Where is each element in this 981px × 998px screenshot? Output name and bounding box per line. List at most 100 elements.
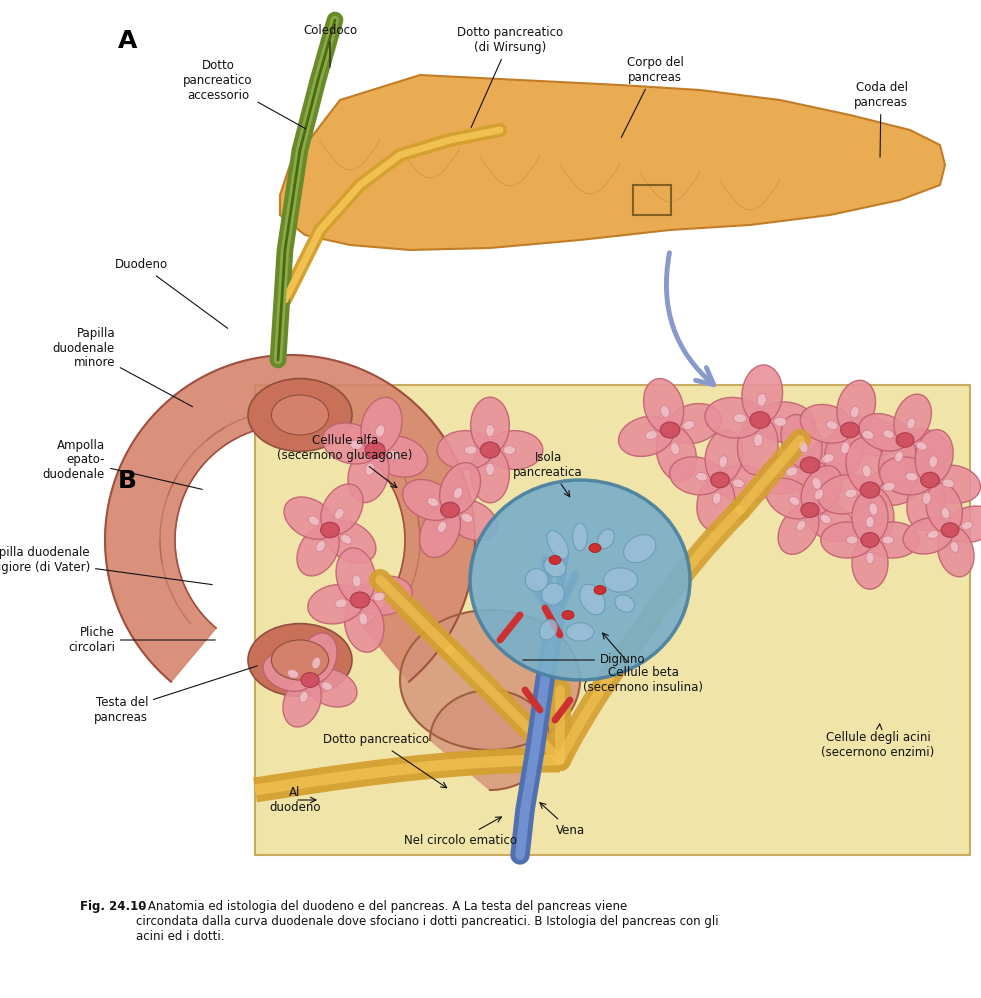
Ellipse shape <box>481 442 499 458</box>
Ellipse shape <box>906 476 945 530</box>
Ellipse shape <box>753 434 763 446</box>
Ellipse shape <box>322 682 333 691</box>
Ellipse shape <box>757 393 766 406</box>
Ellipse shape <box>376 425 385 437</box>
Ellipse shape <box>894 394 931 444</box>
Ellipse shape <box>471 397 509 453</box>
Ellipse shape <box>851 406 859 418</box>
Ellipse shape <box>597 529 614 549</box>
Ellipse shape <box>805 436 860 477</box>
Ellipse shape <box>344 597 384 653</box>
Ellipse shape <box>756 402 815 442</box>
Ellipse shape <box>348 446 389 503</box>
Polygon shape <box>400 610 580 749</box>
Ellipse shape <box>846 438 886 494</box>
Ellipse shape <box>869 503 878 515</box>
Text: Al
duodeno: Al duodeno <box>269 786 321 814</box>
Ellipse shape <box>308 585 364 624</box>
Ellipse shape <box>824 426 863 480</box>
Ellipse shape <box>883 482 896 491</box>
Text: Digiuno: Digiuno <box>523 654 645 667</box>
Ellipse shape <box>316 541 326 552</box>
Ellipse shape <box>906 418 915 429</box>
Ellipse shape <box>486 424 494 437</box>
Ellipse shape <box>321 484 363 535</box>
Ellipse shape <box>882 536 894 544</box>
Ellipse shape <box>710 472 729 488</box>
Ellipse shape <box>301 673 319 688</box>
Ellipse shape <box>845 489 857 498</box>
Ellipse shape <box>821 522 873 558</box>
Ellipse shape <box>929 456 938 467</box>
Ellipse shape <box>765 478 814 519</box>
Ellipse shape <box>603 568 638 592</box>
Ellipse shape <box>837 380 876 434</box>
Ellipse shape <box>272 395 329 435</box>
Ellipse shape <box>644 378 684 434</box>
Text: B: B <box>118 469 137 493</box>
Text: Dotto pancreatico: Dotto pancreatico <box>323 734 446 787</box>
Ellipse shape <box>866 516 874 528</box>
Ellipse shape <box>961 521 972 530</box>
Text: A: A <box>118 29 137 53</box>
Ellipse shape <box>854 486 894 542</box>
Ellipse shape <box>705 429 744 484</box>
Ellipse shape <box>373 592 386 601</box>
Text: Testa del
pancreas: Testa del pancreas <box>94 666 257 724</box>
Ellipse shape <box>297 525 339 576</box>
Ellipse shape <box>922 492 931 504</box>
Ellipse shape <box>818 475 874 514</box>
Ellipse shape <box>883 430 894 438</box>
Ellipse shape <box>905 472 917 481</box>
Ellipse shape <box>566 623 594 641</box>
Ellipse shape <box>716 465 770 503</box>
Ellipse shape <box>920 472 940 488</box>
Ellipse shape <box>826 421 838 429</box>
Ellipse shape <box>951 542 958 553</box>
Ellipse shape <box>734 413 747 423</box>
Ellipse shape <box>942 508 950 519</box>
Ellipse shape <box>542 583 564 605</box>
Ellipse shape <box>916 442 927 450</box>
Ellipse shape <box>941 523 958 537</box>
Ellipse shape <box>562 611 574 620</box>
Ellipse shape <box>326 521 376 563</box>
Text: Pliche
circolari: Pliche circolari <box>68 626 215 654</box>
Ellipse shape <box>615 595 635 612</box>
Ellipse shape <box>340 535 352 544</box>
Ellipse shape <box>248 378 352 451</box>
Ellipse shape <box>866 466 922 505</box>
Ellipse shape <box>852 537 888 589</box>
Ellipse shape <box>470 480 690 680</box>
Ellipse shape <box>867 522 919 558</box>
Ellipse shape <box>800 503 819 517</box>
Text: Coledoco: Coledoco <box>303 24 357 67</box>
Ellipse shape <box>445 500 497 541</box>
Text: Vena: Vena <box>540 802 585 836</box>
Ellipse shape <box>543 557 566 577</box>
Ellipse shape <box>926 483 962 534</box>
Ellipse shape <box>438 521 446 533</box>
Ellipse shape <box>283 677 322 727</box>
Ellipse shape <box>298 633 337 684</box>
Ellipse shape <box>487 431 542 469</box>
Ellipse shape <box>797 520 805 531</box>
Ellipse shape <box>742 365 783 424</box>
Ellipse shape <box>461 513 473 523</box>
Ellipse shape <box>943 479 955 488</box>
Ellipse shape <box>812 477 821 489</box>
Ellipse shape <box>619 416 674 456</box>
Ellipse shape <box>926 465 980 503</box>
Ellipse shape <box>789 496 800 506</box>
Ellipse shape <box>852 491 888 543</box>
Text: Duodeno: Duodeno <box>115 258 228 328</box>
Ellipse shape <box>335 508 344 519</box>
Ellipse shape <box>820 514 831 524</box>
Ellipse shape <box>774 417 787 426</box>
Ellipse shape <box>841 422 859 438</box>
Ellipse shape <box>847 536 857 544</box>
Ellipse shape <box>352 575 361 587</box>
Ellipse shape <box>814 489 824 500</box>
Ellipse shape <box>306 669 357 707</box>
Ellipse shape <box>439 462 481 514</box>
